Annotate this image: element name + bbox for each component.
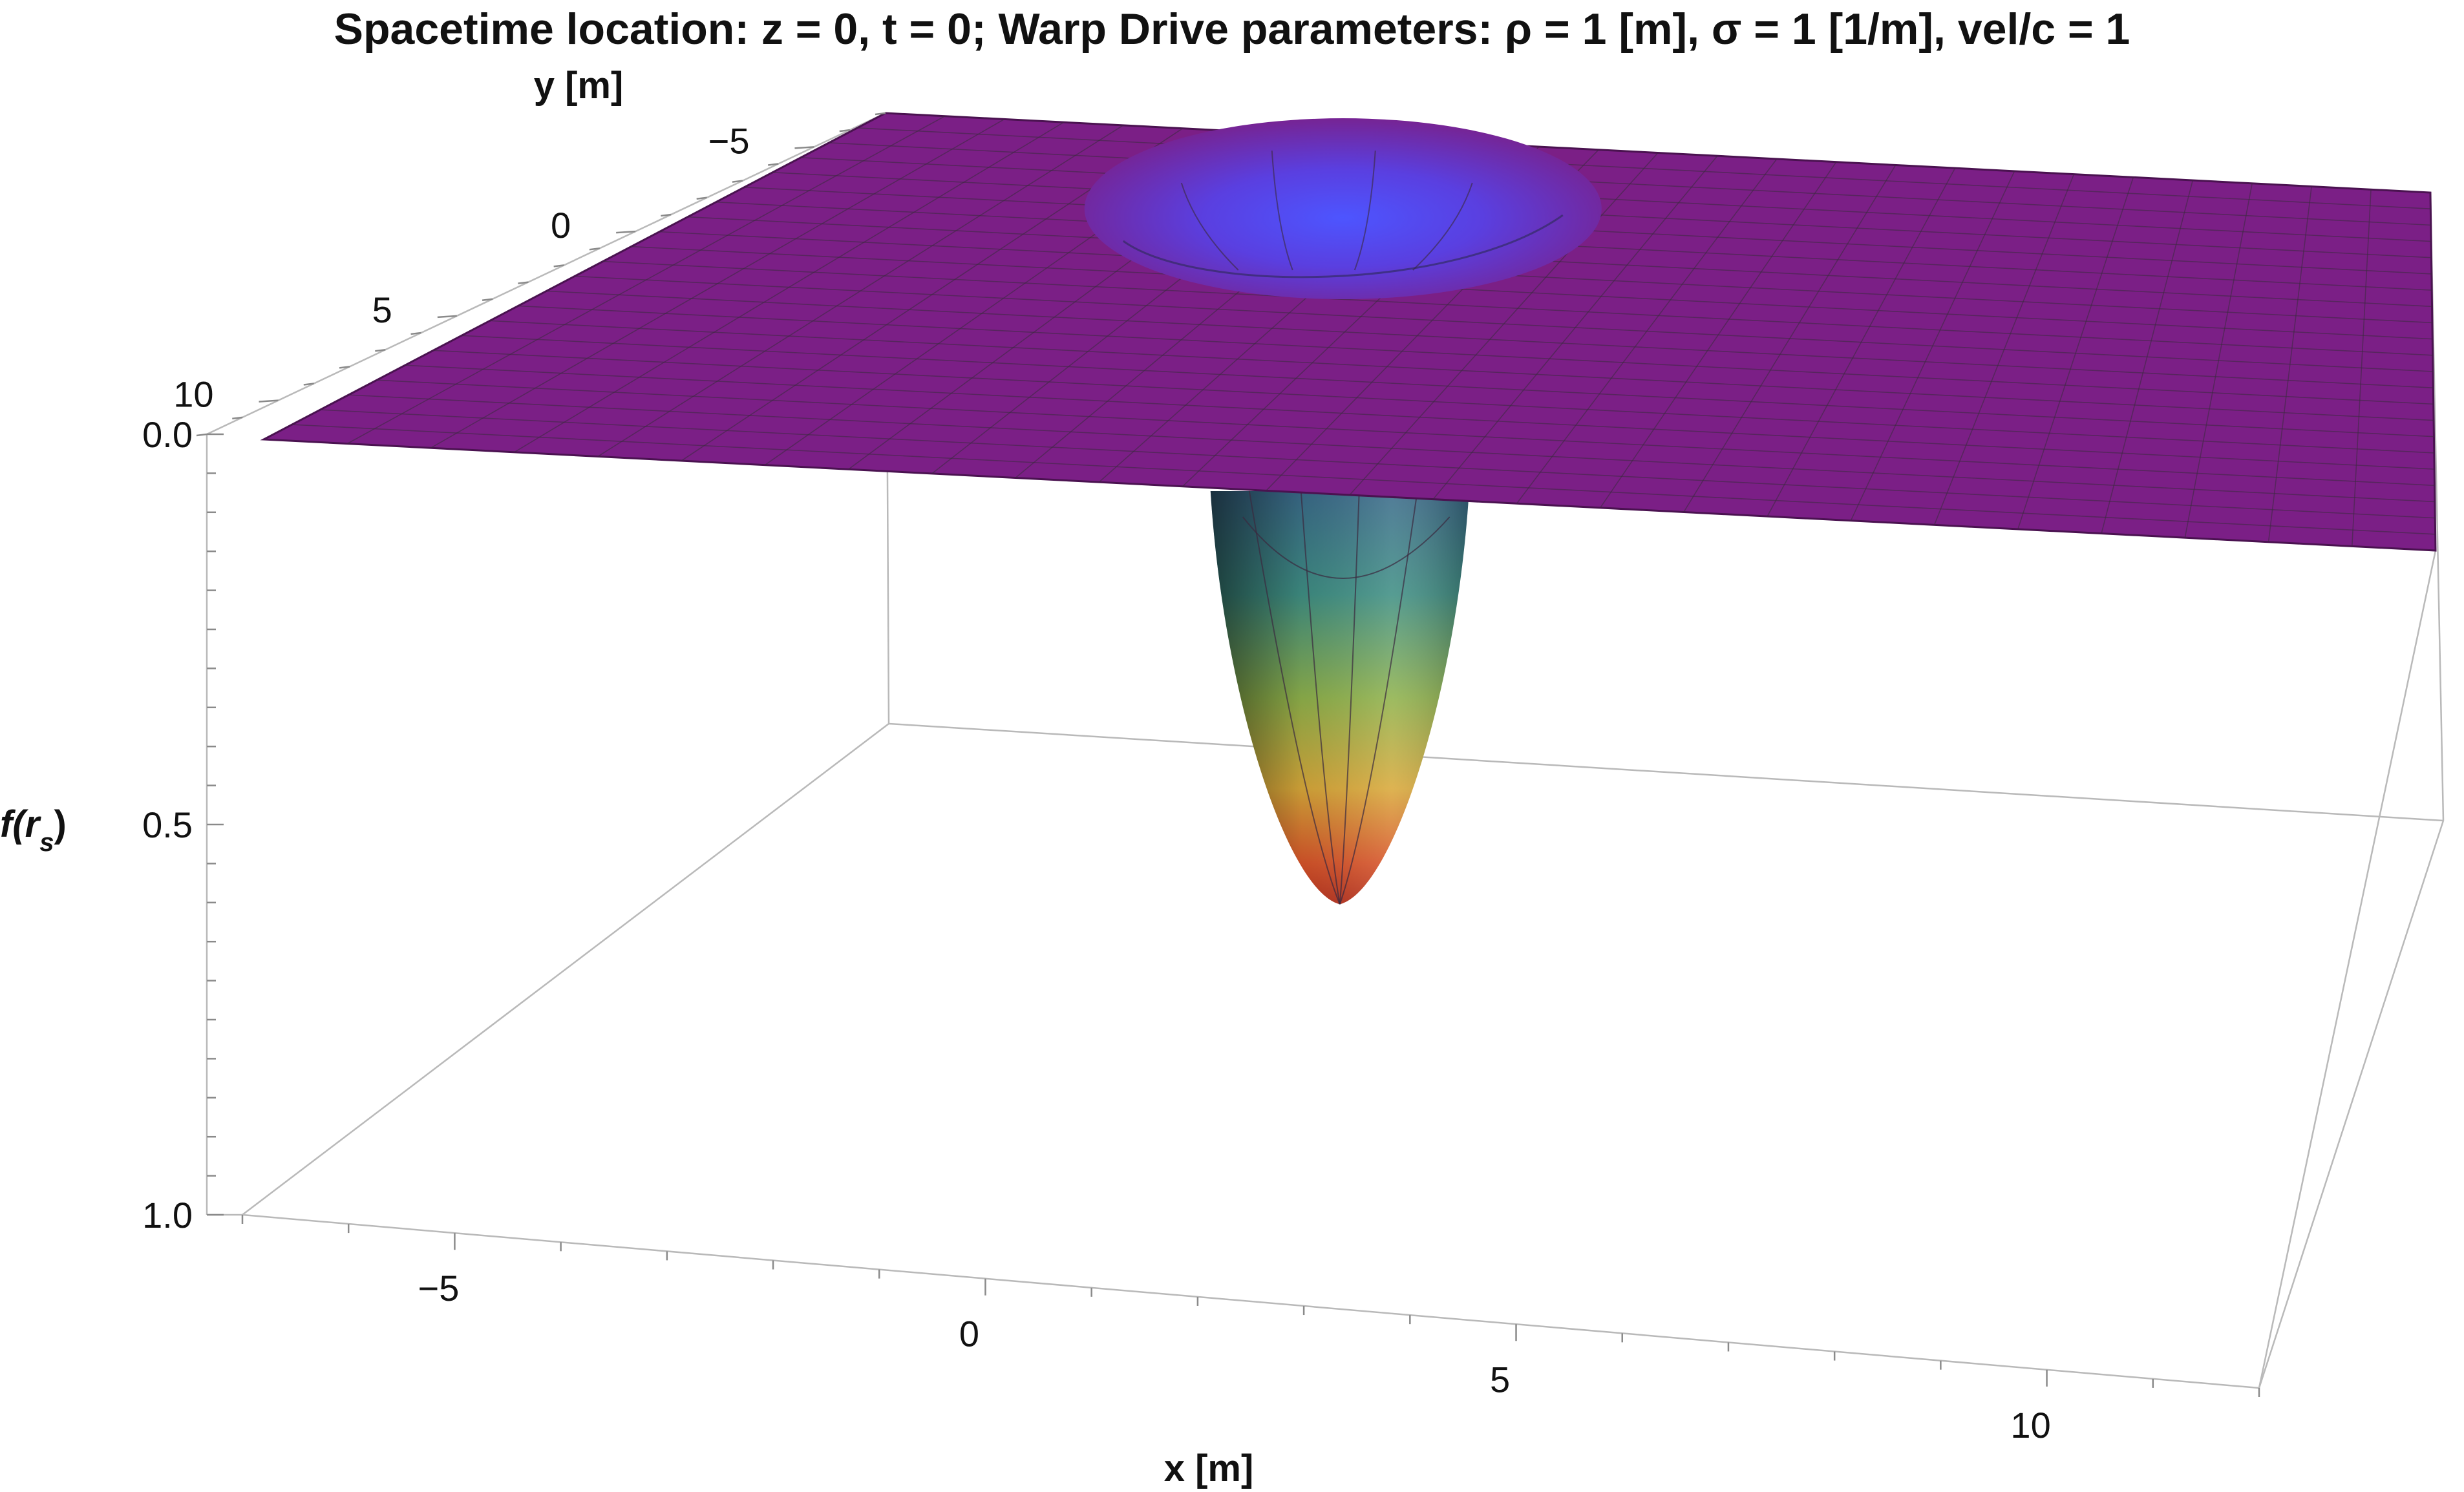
mesh-line-y bbox=[518, 305, 2434, 405]
mesh-line-y bbox=[602, 260, 2433, 356]
box-edge bbox=[242, 723, 889, 1215]
y-tick bbox=[553, 264, 564, 268]
mesh-line-y bbox=[433, 350, 2434, 454]
mesh-line-y bbox=[405, 364, 2435, 470]
mesh-line-y bbox=[489, 320, 2434, 421]
mesh-line-y bbox=[376, 379, 2435, 487]
y-tick bbox=[616, 230, 636, 234]
mesh-line-y bbox=[800, 157, 2432, 242]
y-tick bbox=[259, 399, 279, 403]
mesh-line-y bbox=[857, 127, 2431, 209]
well-mesh-line bbox=[1242, 516, 1450, 579]
x-tick-label: 5 bbox=[1490, 1359, 1510, 1400]
dimple-mesh-line bbox=[1271, 150, 1293, 271]
box-edge bbox=[2258, 820, 2445, 1389]
y-tick bbox=[875, 112, 886, 116]
mesh-line-y bbox=[320, 409, 2436, 519]
y-tick bbox=[794, 146, 814, 149]
y-tick bbox=[839, 129, 850, 132]
box-edge bbox=[888, 722, 2444, 822]
bounding-box-back bbox=[206, 112, 2445, 1389]
y-tick bbox=[232, 416, 243, 420]
dimple-mesh-line bbox=[1412, 182, 1473, 271]
y-tick bbox=[375, 348, 386, 352]
box-edge bbox=[2258, 550, 2437, 1389]
y-tick bbox=[482, 298, 493, 301]
y-tick bbox=[661, 213, 672, 217]
warp-bubble-well bbox=[1210, 490, 1469, 905]
mesh-line-y bbox=[292, 424, 2436, 535]
dimple-rim bbox=[1122, 214, 1564, 278]
mesh-line-y bbox=[687, 216, 2432, 308]
axis-ticks bbox=[196, 112, 2260, 1397]
mesh-line-y bbox=[574, 275, 2434, 372]
y-axis-title: y [m] bbox=[534, 65, 624, 107]
mesh-line-y bbox=[659, 231, 2432, 324]
z-tick-label: 0.5 bbox=[142, 804, 193, 845]
x-tick-label: 0 bbox=[959, 1314, 979, 1354]
mesh-line-y bbox=[772, 172, 2432, 258]
y-tick bbox=[303, 383, 314, 386]
x-axis-title: x [m] bbox=[1164, 1447, 1254, 1489]
y-tick-label: −5 bbox=[708, 120, 750, 161]
mesh-line-y bbox=[829, 142, 2431, 226]
dimple-surface bbox=[1084, 118, 1602, 300]
mesh-line-y bbox=[546, 290, 2434, 388]
y-tick-label: 5 bbox=[372, 289, 392, 330]
mesh-line-y bbox=[348, 394, 2435, 503]
y-tick bbox=[518, 281, 529, 284]
y-tick bbox=[696, 196, 707, 200]
y-tick bbox=[732, 180, 743, 183]
y-tick-label: 10 bbox=[173, 374, 213, 415]
y-tick bbox=[339, 366, 350, 369]
x-tick-label: 10 bbox=[2010, 1405, 2050, 1445]
y-tick bbox=[768, 163, 779, 166]
z-tick-label: 0.0 bbox=[142, 414, 193, 455]
mesh-line-y bbox=[631, 246, 2433, 340]
well-mesh-line bbox=[1339, 490, 1418, 905]
x-tick-label: −5 bbox=[418, 1268, 459, 1308]
surface-plane bbox=[260, 112, 2437, 552]
y-tick bbox=[437, 315, 457, 319]
well-mesh-line bbox=[1248, 490, 1341, 905]
dimple-mesh-line bbox=[1180, 182, 1239, 271]
z-axis-title: f(rs) bbox=[0, 803, 67, 857]
y-tick bbox=[589, 247, 600, 251]
bubble-dimple bbox=[1084, 118, 1602, 300]
box-edge bbox=[206, 112, 886, 436]
y-tick bbox=[196, 433, 207, 437]
dimple-mesh-line bbox=[1354, 150, 1376, 271]
box-edge bbox=[242, 1214, 2260, 1389]
z-tick-label: 1.0 bbox=[142, 1195, 193, 1235]
y-tick-label: 0 bbox=[551, 205, 571, 246]
y-tick bbox=[410, 331, 421, 335]
well-shading bbox=[1210, 491, 1469, 905]
well-mesh-line bbox=[1300, 490, 1341, 905]
chart-title: Spacetime location: z = 0, t = 0; Warp D… bbox=[334, 5, 2130, 54]
mesh-line-y bbox=[462, 335, 2434, 437]
